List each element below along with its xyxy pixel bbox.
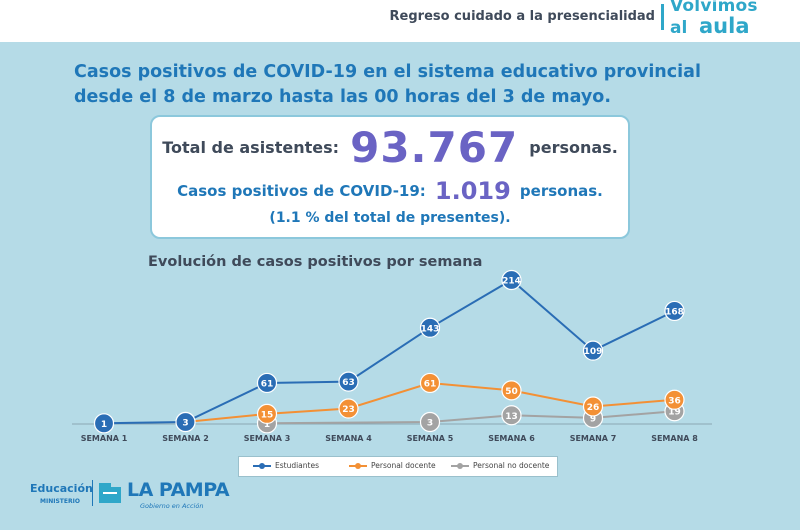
legend-item-docente: Personal docente (349, 461, 436, 470)
data-label: 50 (505, 387, 518, 397)
data-label: 61 (424, 379, 437, 389)
x-tick-label: SEMANA 7 (570, 434, 617, 443)
x-tick-label: SEMANA 4 (325, 434, 372, 443)
asistentes-unit: personas. (529, 138, 618, 157)
data-label: 9 (590, 414, 596, 424)
data-point (175, 411, 196, 433)
casos-value: 1.019 (434, 177, 511, 205)
logo-volvimos: Volvimos (670, 0, 758, 16)
data-label: 214 (502, 277, 521, 287)
legend-swatch-no-docente (451, 463, 469, 469)
data-label: 26 (587, 403, 600, 413)
data-point (501, 380, 522, 401)
legend-label-docente: Personal docente (371, 461, 436, 470)
data-label: 63 (342, 378, 355, 388)
data-point (338, 398, 359, 419)
percent-note: (1.1 % del total de presentes). (269, 210, 511, 226)
data-point (582, 340, 604, 361)
data-point (582, 396, 604, 417)
data-label: 3 (182, 418, 188, 428)
data-label: 61 (261, 379, 274, 389)
data-label: 15 (261, 410, 274, 420)
legend-swatch-docente (349, 463, 367, 469)
x-tick-label: SEMANA 5 (407, 434, 454, 443)
data-point (501, 269, 522, 291)
legend-label-no-docente: Personal no docente (473, 461, 550, 470)
header-divider (661, 4, 664, 30)
chart-legend: Estudiantes Personal docente Personal no… (238, 456, 558, 477)
data-label: 143 (421, 324, 440, 334)
data-label: 168 (665, 307, 684, 317)
data-label: 1 (264, 420, 270, 430)
data-label: 19 (668, 408, 681, 418)
data-point (419, 317, 441, 338)
data-point (664, 300, 685, 322)
data-label: 1 (101, 420, 107, 430)
series-line-2 (266, 410, 675, 425)
la-pampa-map-icon (99, 483, 121, 503)
legend-item-estudiantes: Estudiantes (253, 461, 319, 470)
data-point (419, 411, 441, 433)
data-point (419, 372, 441, 394)
data-label: 109 (584, 347, 603, 357)
asistentes-value: 93.767 (350, 123, 519, 172)
x-tick-label: SEMANA 2 (162, 434, 209, 443)
data-label: 13 (505, 412, 518, 422)
casos-unit: personas. (519, 182, 603, 200)
x-tick-label: SEMANA 1 (81, 434, 128, 443)
data-point (664, 389, 685, 410)
x-tick-label: SEMANA 6 (488, 434, 535, 443)
data-point (256, 372, 278, 394)
legend-label-estudiantes: Estudiantes (275, 461, 319, 470)
footer-ministerio: MINISTERIO (40, 498, 80, 505)
page-title: Casos positivos de COVID-19 en el sistem… (74, 60, 701, 110)
series-line-0 (103, 278, 675, 425)
data-label: 36 (668, 396, 681, 406)
data-label: 23 (342, 405, 355, 415)
data-point (501, 405, 522, 426)
x-tick-label: SEMANA 8 (651, 434, 698, 443)
data-point (256, 403, 278, 425)
asistentes-label: Total de asistentes: (162, 138, 340, 157)
footer-educacion: Educación (30, 482, 93, 495)
casos-label: Casos positivos de COVID-19: (177, 182, 426, 200)
legend-swatch-estudiantes (253, 463, 271, 469)
footer-divider (92, 480, 93, 506)
logo-al: al (670, 18, 688, 38)
legend-item-no-docente: Personal no docente (451, 461, 549, 470)
title-line-2: desde el 8 de marzo hasta las 00 horas d… (74, 87, 611, 107)
casos-row: Casos positivos de COVID-19: 1.019 perso… (152, 177, 628, 205)
x-tick-label: SEMANA 3 (244, 434, 291, 443)
title-line-1: Casos positivos de COVID-19 en el sistem… (74, 62, 701, 82)
data-point (93, 413, 115, 434)
footer-la-pampa: LA PAMPA (127, 479, 230, 501)
asistentes-row: Total de asistentes: 93.767 personas. (152, 123, 628, 172)
chart-title: Evolución de casos positivos por semana (148, 254, 483, 270)
footer-gobierno: Gobierno en Acción (140, 502, 204, 510)
header-tagline: Regreso cuidado a la presencialidad (389, 9, 655, 24)
summary-box: Total de asistentes: 93.767 personas. Ca… (150, 115, 630, 239)
data-label: 3 (427, 418, 433, 428)
data-point (338, 371, 359, 392)
logo-aula: aula (699, 14, 750, 38)
